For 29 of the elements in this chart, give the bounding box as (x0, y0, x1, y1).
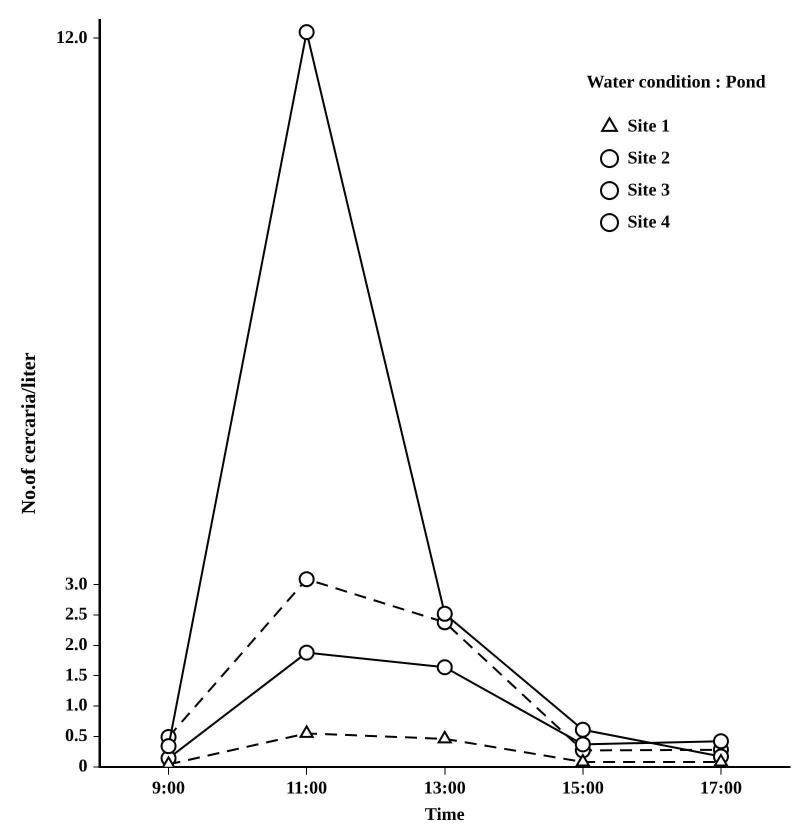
y-tick-label: 3.0 (65, 573, 88, 594)
point (436, 606, 453, 622)
x-tick-label: 15:00 (562, 777, 604, 798)
x-tick-label: 11:00 (286, 777, 328, 798)
y-tick-label: 12.0 (56, 26, 88, 47)
legend-label: Site 1 (627, 115, 670, 136)
y-tick-label: 0.5 (65, 725, 88, 746)
y-tick-label: 2.0 (65, 634, 88, 654)
y-tick-label: 0 (78, 755, 88, 776)
legend-label: Site 4 (627, 211, 670, 232)
x-tick-label: 9:00 (152, 777, 186, 798)
legend-label: Site 3 (627, 179, 670, 200)
legend-label: Site 2 (627, 147, 670, 168)
point (574, 722, 591, 738)
point (298, 644, 315, 661)
x-axis-title: Time (424, 804, 465, 824)
point (436, 659, 453, 676)
x-tick-label: 13:00 (424, 777, 466, 798)
x-tick-label: 17:00 (700, 777, 742, 798)
legend-title: Water condition : Pond (586, 72, 766, 92)
y-axis-title: No.of cercaria/liter (18, 352, 40, 514)
point (712, 733, 729, 750)
point (160, 738, 177, 754)
point (574, 736, 591, 752)
point (298, 24, 315, 40)
y-tick-label: 1.0 (65, 694, 88, 715)
point (298, 571, 315, 588)
y-tick-label: 1.5 (65, 664, 88, 684)
y-tick-label: 2.5 (65, 604, 88, 624)
